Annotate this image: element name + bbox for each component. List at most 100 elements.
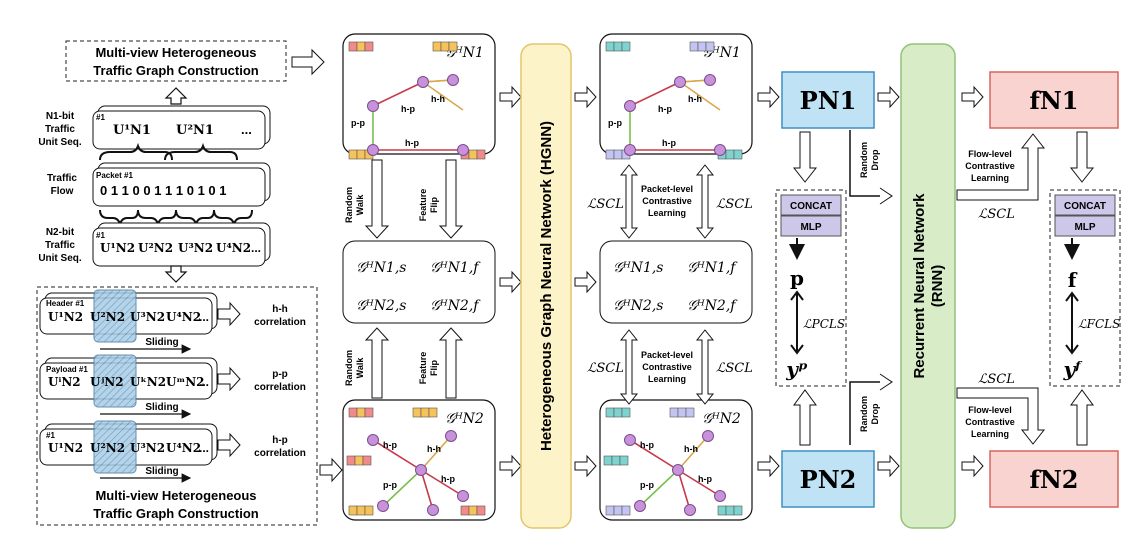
- graph-title: 𝒢ᴴN2: [445, 411, 484, 427]
- svg-text:h-p: h-p: [401, 104, 415, 114]
- embedded-graph-n2: 𝒢ᴴN2 h-p h-h p-p h-p: [599, 399, 753, 521]
- svg-text:ℒFCLS: ℒFCLS: [1078, 317, 1120, 331]
- svg-text:Payload #1: Payload #1: [46, 365, 88, 374]
- svg-text:Learning: Learning: [648, 374, 686, 384]
- svg-text:Traffic Graph Construction: Traffic Graph Construction: [93, 63, 258, 78]
- svg-text:U⁴N2: U⁴N2: [166, 441, 201, 455]
- svg-text:Unit Seq.: Unit Seq.: [38, 253, 82, 264]
- svg-text:Header #1: Header #1: [46, 299, 85, 308]
- n2-label: N2-bit Traffic Unit Seq.: [38, 227, 82, 264]
- right-arrow-icon: [499, 270, 522, 294]
- right-arrow-icon: [961, 454, 984, 478]
- svg-text:#1: #1: [46, 431, 55, 440]
- graph-node: [634, 500, 646, 512]
- svg-text:...: ...: [251, 241, 261, 255]
- n1-label: N1-bit Traffic Unit Seq.: [38, 111, 82, 148]
- brace-icon: [175, 209, 215, 228]
- svg-text:Unit Seq.: Unit Seq.: [38, 137, 82, 148]
- graph-n2: 𝒢ᴴN2 h-p h-h p-p h-p: [342, 399, 496, 521]
- graph-title: 𝒢ᴴN2: [702, 411, 741, 427]
- flow-label: Traffic Flow: [47, 173, 77, 197]
- right-arrow-icon: [574, 85, 597, 109]
- svg-text:PN1: PN1: [800, 86, 857, 115]
- svg-text:yᶠ: yᶠ: [1062, 357, 1083, 381]
- svg-text:h-p: h-p: [698, 474, 712, 484]
- svg-text:𝒢ᴴN2,f: 𝒢ᴴN2,f: [687, 298, 738, 314]
- svg-text:𝒢ᴴN1,s: 𝒢ᴴN1,s: [356, 260, 406, 276]
- flow-level-contrastive: Flow-level Contrastive Learning ℒSCL ℒSC…: [956, 133, 1046, 445]
- svg-text:Heterogeneous Graph Neural Net: Heterogeneous Graph Neural Network (HGNN…: [538, 121, 555, 451]
- svg-text:Contrastive: Contrastive: [642, 196, 692, 206]
- svg-text:Packet-level: Packet-level: [641, 184, 693, 194]
- graph-node: [624, 434, 636, 446]
- svg-text:p-p: p-p: [351, 118, 365, 128]
- svg-text:Contrastive: Contrastive: [965, 161, 1015, 171]
- svg-text:...: ...: [241, 122, 252, 137]
- down-arrow-icon: [1069, 131, 1095, 183]
- svg-text:UᵐN2: UᵐN2: [166, 375, 205, 389]
- graph-node: [417, 76, 429, 88]
- svg-text:𝒢ᴴN1,s: 𝒢ᴴN1,s: [613, 260, 663, 276]
- svg-text:Flip: Flip: [429, 197, 439, 213]
- svg-text:UʲN2: UʲN2: [90, 375, 124, 389]
- graph-node: [672, 464, 684, 476]
- svg-text:Traffic Graph Construction: Traffic Graph Construction: [93, 506, 258, 521]
- svg-text:h-h: h-h: [688, 94, 702, 104]
- svg-text:U¹N2: U¹N2: [100, 241, 135, 255]
- right-arrow-icon: [877, 454, 900, 478]
- right-arrow-icon: [499, 454, 522, 478]
- svg-text:Random: Random: [859, 396, 869, 432]
- graph-node: [702, 430, 714, 442]
- svg-text:h-p: h-p: [662, 138, 676, 148]
- svg-text:...: ...: [199, 441, 209, 455]
- svg-text:U³N2: U³N2: [178, 241, 213, 255]
- svg-text:Packet-level: Packet-level: [641, 350, 693, 360]
- svg-text:Learning: Learning: [648, 208, 686, 218]
- svg-text:N2-bit: N2-bit: [46, 227, 75, 238]
- graph-node: [447, 74, 459, 86]
- header-row: Header #1 U¹N2 U²N2 U³N2 U⁴N2 ... Slidin…: [39, 289, 306, 354]
- n1-unit-sequence: #1 U¹N1 U²N1 ...: [92, 105, 271, 150]
- svg-text:h-p: h-p: [272, 435, 288, 446]
- right-arrow-icon: [877, 85, 900, 109]
- svg-text:U⁴N2: U⁴N2: [166, 310, 201, 324]
- svg-text:MLP: MLP: [1074, 222, 1095, 233]
- graph-node: [367, 144, 379, 156]
- svg-text:Flow-level: Flow-level: [968, 405, 1012, 415]
- svg-text:UⁱN2: UⁱN2: [48, 375, 81, 389]
- svg-text:ℒSCL: ℒSCL: [978, 207, 1015, 222]
- svg-text:Random: Random: [344, 187, 354, 223]
- svg-text:f: f: [1068, 268, 1078, 292]
- rnn-block: Recurrent Neural Network (RNN): [900, 43, 956, 529]
- svg-text:𝒢ᴴN2,f: 𝒢ᴴN2,f: [430, 298, 481, 314]
- correlation-container: [36, 286, 318, 526]
- brace-icon: [213, 209, 253, 228]
- svg-text:U⁴N2: U⁴N2: [216, 241, 251, 255]
- graph-node: [367, 100, 379, 112]
- graph-node: [457, 490, 469, 502]
- svg-text:U¹N2: U¹N2: [48, 310, 83, 324]
- top-construction-title: Multi-view Heterogeneous Traffic Graph C…: [65, 40, 287, 82]
- svg-text:Flow: Flow: [51, 186, 74, 197]
- up-arrow-icon: [1070, 389, 1094, 446]
- svg-text:UᵏN2: UᵏN2: [130, 375, 166, 389]
- svg-text:Feature: Feature: [418, 189, 428, 222]
- svg-text:ℒPCLS: ℒPCLS: [803, 317, 845, 331]
- svg-text:correlation: correlation: [254, 382, 306, 393]
- augmented-graphs-col2: 𝒢ᴴN1,s 𝒢ᴴN1,f 𝒢ᴴN2,s 𝒢ᴴN2,f: [599, 240, 753, 324]
- svg-text:CONCAT: CONCAT: [790, 201, 832, 212]
- graph-node: [714, 144, 726, 156]
- packet-level-contrastive: ℒSCL ℒSCL Packet-level Contrastive Learn…: [587, 164, 753, 405]
- right-arrow-icon: [217, 366, 241, 392]
- svg-text:Walk: Walk: [355, 194, 365, 216]
- svg-text:p-p: p-p: [383, 480, 397, 490]
- svg-text:Flip: Flip: [429, 360, 439, 376]
- graph-node: [674, 76, 686, 88]
- svg-text:Contrastive: Contrastive: [965, 417, 1015, 427]
- right-arrow-icon: [757, 85, 780, 109]
- brace-icon: [99, 209, 139, 228]
- svg-text:Packet #1: Packet #1: [96, 171, 133, 180]
- svg-text:ℒSCL: ℒSCL: [978, 372, 1015, 387]
- svg-text:Contrastive: Contrastive: [642, 362, 692, 372]
